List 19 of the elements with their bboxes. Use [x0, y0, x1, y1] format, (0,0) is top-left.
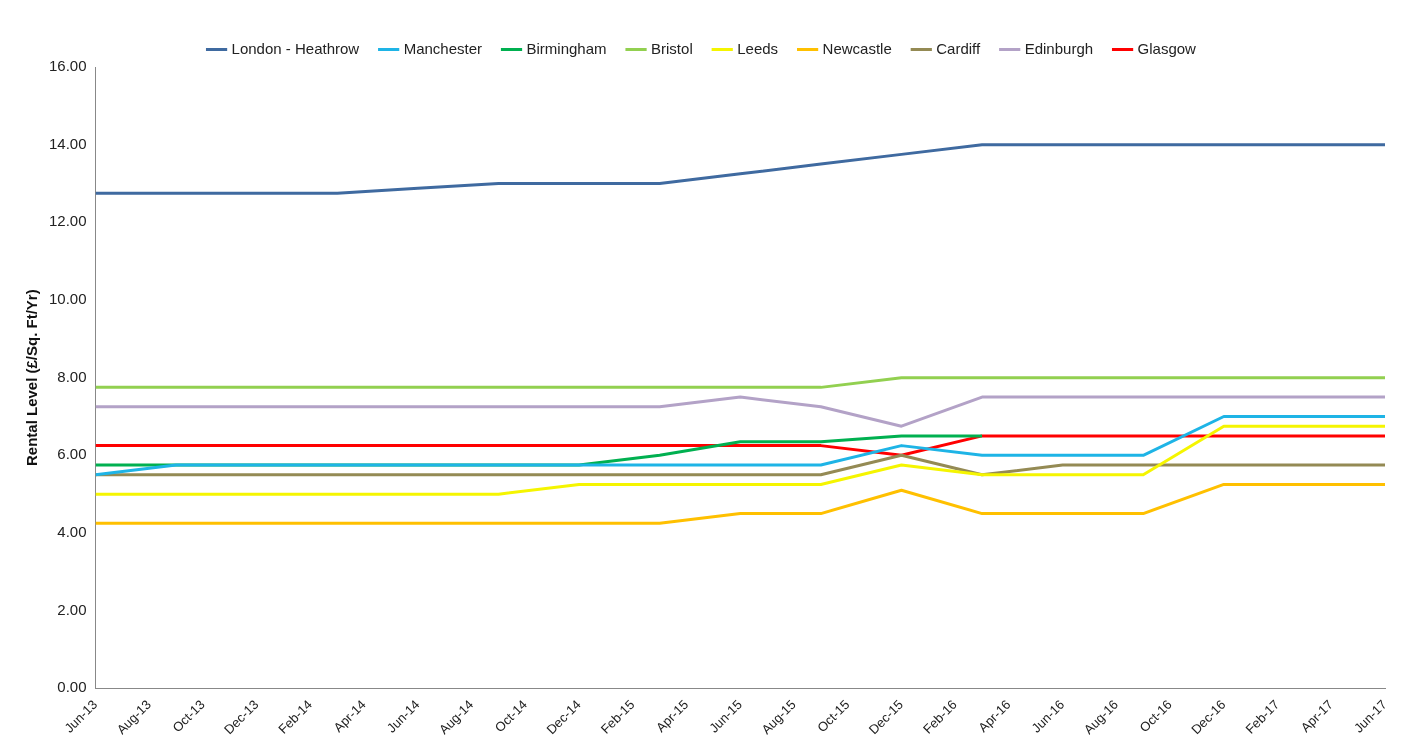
y-tick-label: 2.00 — [57, 600, 87, 618]
legend-label: London - Heathrow — [231, 39, 360, 57]
y-tick-label: 16.00 — [48, 57, 87, 75]
y-tick-label: 10.00 — [48, 290, 87, 308]
legend-label: Birmingham — [526, 39, 607, 57]
y-tick-label: 0.00 — [57, 678, 87, 696]
legend-label: Leeds — [737, 39, 779, 57]
y-tick-label: 6.00 — [57, 445, 87, 463]
legend-label: Glasgow — [1137, 39, 1197, 57]
y-tick-label: 4.00 — [57, 523, 87, 541]
y-tick-label: 12.00 — [48, 212, 87, 230]
legend-label: Cardiff — [936, 39, 982, 57]
y-tick-label: 14.00 — [48, 134, 87, 152]
legend-label: Bristol — [651, 39, 693, 57]
legend-label: Manchester — [403, 39, 483, 57]
y-axis-title: Rental Level (£/Sq. Ft/Yr) — [23, 289, 41, 467]
y-tick-label: 8.00 — [57, 367, 87, 385]
legend-label: Newcastle — [822, 39, 892, 57]
legend-label: Edinburgh — [1024, 39, 1094, 57]
